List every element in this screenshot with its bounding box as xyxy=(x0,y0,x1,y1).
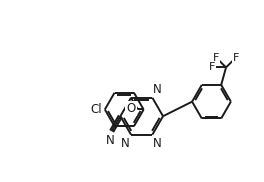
Text: N: N xyxy=(121,137,130,150)
Text: N: N xyxy=(153,137,162,150)
Text: N: N xyxy=(153,83,162,96)
Text: F: F xyxy=(232,53,239,63)
Text: Cl: Cl xyxy=(90,103,102,116)
Text: O: O xyxy=(127,102,136,115)
Text: F: F xyxy=(209,62,216,72)
Text: N: N xyxy=(106,134,115,147)
Text: F: F xyxy=(213,53,220,63)
